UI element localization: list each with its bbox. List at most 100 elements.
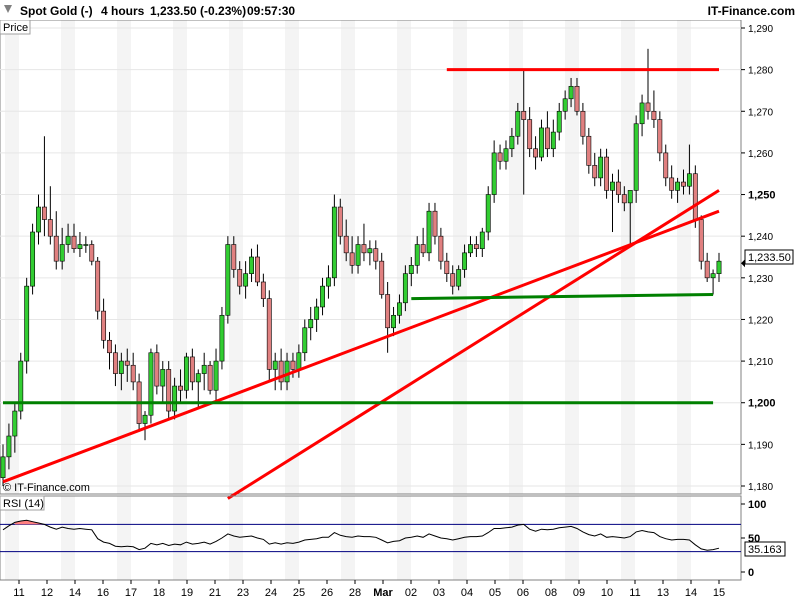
candle[interactable] bbox=[627, 190, 633, 245]
candle[interactable] bbox=[509, 127, 515, 158]
candle[interactable] bbox=[172, 377, 178, 420]
candle[interactable] bbox=[349, 236, 355, 274]
candle[interactable] bbox=[586, 127, 592, 174]
candle[interactable] bbox=[657, 111, 663, 162]
candle[interactable] bbox=[675, 177, 681, 203]
candle[interactable] bbox=[130, 352, 136, 391]
candle[interactable] bbox=[343, 219, 349, 262]
red-trendline[interactable] bbox=[2, 209, 720, 484]
candle[interactable] bbox=[615, 169, 621, 203]
candle[interactable] bbox=[284, 352, 290, 391]
triangle-down-icon[interactable] bbox=[4, 5, 12, 13]
candle[interactable] bbox=[574, 77, 580, 116]
candle[interactable] bbox=[544, 111, 550, 158]
candle[interactable] bbox=[101, 298, 107, 349]
candle[interactable] bbox=[260, 273, 266, 307]
green-trendline[interactable] bbox=[411, 292, 714, 301]
candle[interactable] bbox=[30, 223, 36, 295]
candle[interactable] bbox=[112, 344, 118, 387]
candle[interactable] bbox=[397, 294, 402, 324]
candle[interactable] bbox=[41, 136, 47, 237]
candle[interactable] bbox=[562, 90, 568, 120]
candle[interactable] bbox=[651, 90, 657, 128]
candle[interactable] bbox=[243, 261, 249, 299]
candle[interactable] bbox=[231, 236, 237, 278]
candle[interactable] bbox=[485, 186, 491, 241]
candle[interactable] bbox=[402, 265, 408, 312]
candle[interactable] bbox=[391, 306, 396, 337]
candle[interactable] bbox=[225, 236, 231, 324]
candle[interactable] bbox=[0, 444, 6, 486]
candle[interactable] bbox=[355, 236, 361, 274]
candle[interactable] bbox=[568, 77, 574, 108]
candle[interactable] bbox=[426, 202, 432, 262]
candle[interactable] bbox=[47, 186, 53, 245]
candle[interactable] bbox=[237, 261, 243, 295]
candle[interactable] bbox=[213, 348, 219, 403]
candle[interactable] bbox=[249, 248, 254, 282]
candle[interactable] bbox=[639, 94, 645, 137]
candle[interactable] bbox=[621, 186, 627, 212]
candle[interactable] bbox=[686, 144, 692, 195]
candle[interactable] bbox=[633, 115, 639, 203]
candle[interactable] bbox=[521, 69, 527, 195]
candle[interactable] bbox=[539, 119, 544, 162]
candle[interactable] bbox=[710, 269, 716, 295]
candle[interactable] bbox=[184, 352, 189, 399]
candle[interactable] bbox=[373, 240, 379, 270]
candle[interactable] bbox=[219, 306, 225, 370]
candle[interactable] bbox=[201, 352, 207, 391]
candle[interactable] bbox=[432, 202, 438, 245]
candle[interactable] bbox=[18, 352, 24, 420]
rsi-line[interactable] bbox=[2, 519, 720, 551]
candle[interactable] bbox=[533, 136, 538, 170]
red-trendline[interactable] bbox=[227, 189, 720, 500]
candle[interactable] bbox=[314, 298, 320, 332]
candle[interactable] bbox=[592, 152, 598, 187]
candle[interactable] bbox=[178, 369, 183, 403]
candle[interactable] bbox=[255, 244, 260, 287]
candle[interactable] bbox=[83, 236, 89, 253]
candle[interactable] bbox=[444, 252, 450, 282]
candle[interactable] bbox=[77, 232, 83, 257]
candle[interactable] bbox=[124, 348, 130, 382]
candle[interactable] bbox=[154, 344, 160, 395]
candle[interactable] bbox=[320, 277, 325, 316]
candle[interactable] bbox=[65, 223, 71, 253]
candle[interactable] bbox=[278, 348, 284, 391]
candle[interactable] bbox=[302, 319, 308, 362]
candle[interactable] bbox=[450, 265, 456, 295]
candle[interactable] bbox=[468, 236, 473, 257]
candle[interactable] bbox=[456, 265, 462, 291]
trendlines[interactable] bbox=[2, 68, 720, 500]
candle[interactable] bbox=[95, 257, 101, 320]
candle[interactable] bbox=[414, 236, 420, 274]
candle[interactable] bbox=[462, 244, 467, 278]
candle[interactable] bbox=[12, 402, 18, 453]
candle[interactable] bbox=[326, 265, 331, 299]
candle[interactable] bbox=[266, 290, 272, 382]
candle[interactable] bbox=[604, 148, 610, 199]
candle[interactable] bbox=[479, 227, 485, 257]
candle[interactable] bbox=[36, 194, 41, 245]
candle[interactable] bbox=[698, 215, 704, 270]
candle[interactable] bbox=[118, 352, 124, 391]
candle[interactable] bbox=[645, 48, 651, 120]
candles[interactable] bbox=[0, 48, 722, 486]
candle[interactable] bbox=[438, 227, 444, 270]
candle[interactable] bbox=[142, 411, 148, 441]
candle[interactable] bbox=[53, 211, 59, 270]
candle[interactable] bbox=[491, 140, 497, 203]
candle[interactable] bbox=[189, 348, 195, 391]
candle[interactable] bbox=[361, 223, 367, 262]
candle[interactable] bbox=[550, 119, 556, 158]
candle[interactable] bbox=[503, 140, 509, 170]
candle[interactable] bbox=[148, 348, 154, 424]
candle[interactable] bbox=[598, 148, 604, 187]
candle[interactable] bbox=[716, 252, 722, 282]
candle[interactable] bbox=[556, 102, 562, 141]
candle[interactable] bbox=[681, 169, 686, 195]
candle[interactable] bbox=[331, 194, 337, 287]
candle[interactable] bbox=[367, 240, 373, 266]
candle[interactable] bbox=[379, 252, 385, 299]
